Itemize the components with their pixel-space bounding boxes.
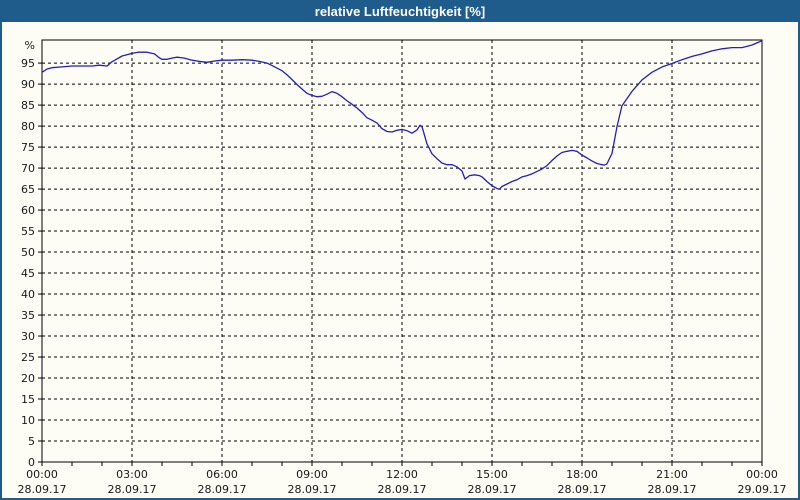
humidity-series-line (41, 40, 763, 190)
y-tick-label: 45 (21, 267, 35, 280)
y-tick-label: 20 (21, 372, 35, 385)
y-tick-label: 5 (28, 435, 35, 448)
x-time-label: 21:00 (656, 468, 688, 481)
x-date-label: 28.09.17 (288, 483, 337, 496)
y-tick-label: 50 (21, 246, 35, 259)
x-time-label: 00:00 (746, 468, 778, 481)
y-tick-label: 0 (28, 456, 35, 469)
y-tick-label: 75 (21, 141, 35, 154)
y-tick-label: 25 (21, 351, 35, 364)
x-date-label: 28.09.17 (468, 483, 517, 496)
plot-frame (41, 39, 763, 463)
y-tick-label: 15 (21, 393, 35, 406)
y-tick-label: 40 (21, 288, 35, 301)
x-time-label: 18:00 (566, 468, 598, 481)
y-tick-label: 90 (21, 78, 35, 91)
y-tick-label: 30 (21, 330, 35, 343)
x-date-label: 29.09.17 (738, 483, 787, 496)
y-tick-label: 85 (21, 99, 35, 112)
y-tick-label: 35 (21, 309, 35, 322)
y-tick-label: 55 (21, 225, 35, 238)
chart-title: relative Luftfeuchtigkeit [%] (314, 4, 486, 19)
x-time-label: 00:00 (26, 468, 58, 481)
x-time-label: 09:00 (296, 468, 328, 481)
x-time-label: 12:00 (386, 468, 418, 481)
y-tick-label: 70 (21, 162, 35, 175)
y-tick-label: 95 (21, 57, 35, 70)
x-date-label: 28.09.17 (648, 483, 697, 496)
x-date-label: 28.09.17 (18, 483, 67, 496)
y-tick-label: 80 (21, 120, 35, 133)
x-date-label: 28.09.17 (558, 483, 607, 496)
y-axis-unit-label: % (25, 39, 35, 52)
x-time-label: 06:00 (206, 468, 238, 481)
x-date-label: 28.09.17 (108, 483, 157, 496)
title-bar: relative Luftfeuchtigkeit [%] (2, 2, 798, 22)
x-date-label: 28.09.17 (198, 483, 247, 496)
y-tick-label: 60 (21, 204, 35, 217)
x-date-label: 28.09.17 (378, 483, 427, 496)
x-time-label: 15:00 (476, 468, 508, 481)
x-time-label: 03:00 (116, 468, 148, 481)
y-tick-label: 65 (21, 183, 35, 196)
y-tick-label: 10 (21, 414, 35, 427)
